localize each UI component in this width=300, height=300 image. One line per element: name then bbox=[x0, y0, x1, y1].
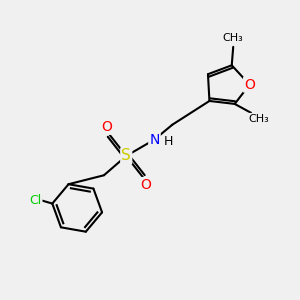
Text: S: S bbox=[121, 148, 131, 164]
Text: O: O bbox=[244, 78, 255, 92]
Text: O: O bbox=[140, 178, 151, 192]
Text: CH₃: CH₃ bbox=[248, 114, 269, 124]
Text: Cl: Cl bbox=[29, 194, 41, 207]
Text: O: O bbox=[101, 120, 112, 134]
Text: CH₃: CH₃ bbox=[223, 33, 244, 43]
Text: H: H bbox=[164, 136, 173, 148]
Text: N: N bbox=[149, 133, 160, 147]
